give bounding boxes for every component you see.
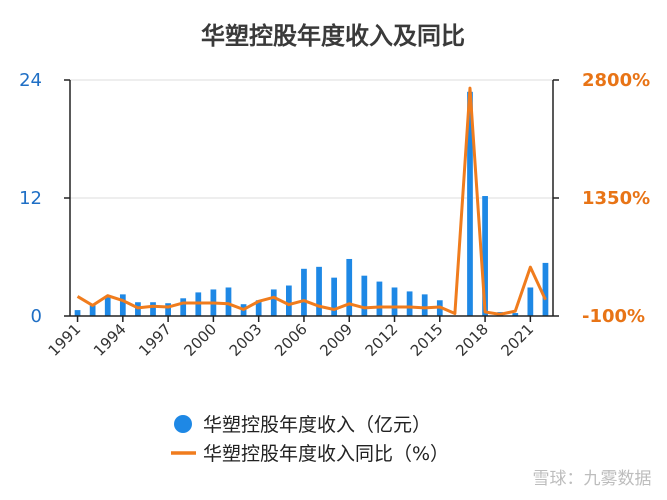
legend: 华塑控股年度收入（亿元） 华塑控股年度收入同比（%） [171,414,449,465]
x-tick-label: 1994 [90,320,130,360]
bar-1997 [165,303,171,316]
y-left-tick-label: 24 [19,70,42,91]
bar-2008 [331,277,338,316]
legend-swatch-revenue [174,415,192,433]
bar-2012 [391,287,398,316]
bar-2020 [512,313,519,316]
line-series-yoy [76,86,547,316]
bar-2022 [542,262,549,316]
bar-2011 [376,281,383,316]
bar-1998 [180,298,187,316]
bar-2005 [285,285,292,316]
bar-1994 [119,294,126,316]
y-left-tick-label: 0 [31,306,42,327]
x-tick-label: 2018 [452,320,492,360]
bar-1992 [89,305,96,316]
bar-2007 [316,266,322,316]
y-left-tick-label: 12 [19,188,42,209]
bar-2009 [346,258,353,316]
bar-2001 [225,287,232,316]
y-right-tick-label: 2800% [582,70,650,91]
x-tick-label: 1991 [45,320,85,360]
x-tick-label: 2021 [497,320,537,360]
y-right-tick-label: -100% [582,306,645,327]
legend-label-yoy: 华塑控股年度收入同比（%） [203,443,449,465]
bar-1996 [150,302,156,316]
x-tick-label: 2003 [226,320,266,360]
x-tick-label: 2012 [362,320,402,360]
bar-2021 [527,287,534,316]
bar-2013 [406,291,413,316]
bar-2014 [421,294,428,316]
legend-label-revenue: 华塑控股年度收入（亿元） [203,414,431,436]
bar-1993 [104,297,111,316]
x-tick-label: 2015 [407,320,447,360]
x-tick-label: 2000 [180,320,220,360]
grid-lines [70,79,553,317]
x-tick-label: 2006 [271,320,311,360]
bar-2010 [361,275,368,316]
y-right-tick-label: 1350% [582,188,650,209]
watermark-text: 雪球：九雾数据 [533,469,652,489]
x-tick-label: 2009 [316,320,356,360]
bar-1991 [74,310,81,316]
bar-2006 [301,268,307,316]
x-tick-label: 1997 [135,320,175,360]
bar-2017 [467,91,473,316]
bar-2018 [482,196,488,316]
bar-2003 [255,300,262,316]
bar-2004 [270,289,277,316]
chart-title: 华塑控股年度收入及同比 [201,22,465,50]
axes: 0 12 24 -100% 1350% 2800% 1991 1994 1997 2000 2003… [19,70,650,360]
